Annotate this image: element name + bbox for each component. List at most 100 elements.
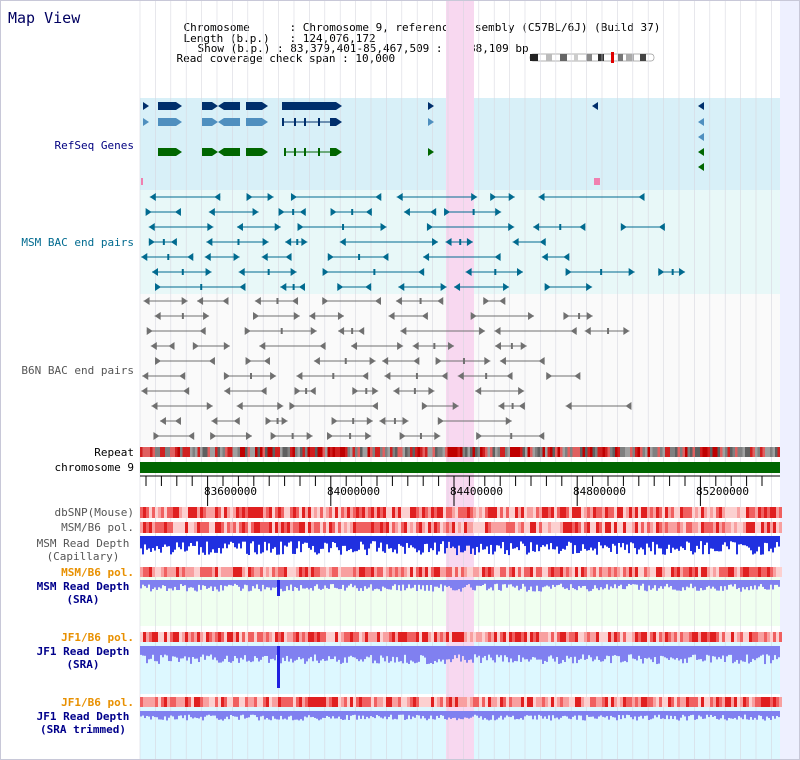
polymorphism-segment bbox=[641, 697, 644, 707]
read-depth-bar bbox=[560, 711, 562, 718]
repeat-segment bbox=[595, 447, 598, 457]
repeat-segment bbox=[550, 447, 553, 457]
repeat-segment bbox=[625, 447, 628, 457]
polymorphism-segment bbox=[770, 507, 773, 518]
read-depth-bar bbox=[488, 536, 490, 554]
read-depth-bar bbox=[362, 536, 364, 545]
read-depth-bar bbox=[430, 536, 432, 549]
msm-bac-end-pairs-label[interactable]: MSM BAC end pairs bbox=[21, 236, 134, 249]
polymorphism-segment bbox=[302, 697, 305, 707]
polymorphism-segment bbox=[173, 522, 176, 533]
bac-end-marker bbox=[155, 283, 162, 291]
read-depth-bar bbox=[254, 711, 256, 716]
read-depth-bar bbox=[570, 580, 572, 585]
repeat-segment bbox=[445, 447, 448, 457]
repeat-segment bbox=[380, 447, 383, 457]
read-depth-bar bbox=[188, 580, 190, 588]
msm-read-depth-capillary-label[interactable]: MSM Read Depth (Capillary) bbox=[30, 537, 136, 563]
read-depth-bar bbox=[180, 580, 182, 585]
msm-read-depth-sra-label[interactable]: MSM Read Depth (SRA) bbox=[30, 580, 136, 606]
read-depth-bar bbox=[224, 536, 226, 544]
repeat-segment bbox=[517, 447, 520, 457]
jf1-b6-pol-trimmed-label[interactable]: JF1/B6 pol. bbox=[61, 696, 134, 709]
polymorphism-segment bbox=[404, 567, 407, 577]
bac-end-marker bbox=[432, 238, 439, 246]
gene-exon bbox=[224, 148, 240, 156]
repeat-segment bbox=[647, 447, 650, 457]
msm-b6-pol-label[interactable]: MSM/B6 pol. bbox=[61, 521, 134, 534]
read-depth-bar bbox=[474, 580, 476, 591]
read-depth-bar bbox=[666, 711, 668, 716]
polymorphism-segment bbox=[509, 507, 512, 518]
polymorphism-segment bbox=[191, 507, 194, 518]
read-depth-bar bbox=[450, 711, 452, 719]
read-depth-bar bbox=[574, 646, 576, 657]
read-depth-bar bbox=[290, 646, 292, 659]
msm-b6-pol-sra-label[interactable]: MSM/B6 pol. bbox=[61, 566, 134, 579]
read-depth-bar bbox=[186, 646, 188, 661]
polymorphism-segment bbox=[749, 507, 752, 518]
polymorphism-segment bbox=[359, 697, 362, 707]
read-depth-bar bbox=[320, 580, 322, 590]
dbsnp-label[interactable]: dbSNP(Mouse) bbox=[54, 506, 134, 519]
read-depth-bar bbox=[190, 646, 192, 664]
read-depth-bar bbox=[372, 646, 374, 664]
polymorphism-segment bbox=[269, 697, 272, 707]
read-depth-bar bbox=[426, 536, 428, 544]
b6n-bac-end-pairs-label[interactable]: B6N BAC end pairs bbox=[21, 364, 134, 377]
bac-end-marker bbox=[145, 208, 152, 216]
refseq-genes-label[interactable]: RefSeq Genes bbox=[54, 139, 134, 152]
chromosome-label[interactable]: chromosome 9 bbox=[54, 461, 134, 474]
repeat-segment bbox=[152, 447, 155, 457]
polymorphism-segment bbox=[281, 507, 284, 518]
polymorphism-segment bbox=[311, 522, 314, 533]
repeat-segment bbox=[772, 447, 775, 457]
read-depth-bar bbox=[684, 536, 686, 550]
repeat-segment bbox=[395, 447, 398, 457]
jf1-read-depth-trimmed-label[interactable]: JF1 Read Depth (SRA trimmed) bbox=[30, 710, 136, 736]
repeat-segment bbox=[565, 447, 568, 457]
polymorphism-segment bbox=[266, 697, 269, 707]
polymorphism-segment bbox=[479, 522, 482, 533]
read-depth-bar bbox=[740, 646, 742, 661]
read-depth-bar bbox=[688, 580, 690, 588]
chromosome-ideogram[interactable] bbox=[528, 52, 658, 64]
read-depth-bar bbox=[406, 646, 408, 663]
read-depth-bar bbox=[338, 646, 340, 660]
polymorphism-segment bbox=[725, 567, 728, 577]
repeat-segment bbox=[522, 447, 525, 457]
polymorphism-segment bbox=[206, 507, 209, 518]
polymorphism-segment bbox=[737, 522, 740, 533]
polymorphism-segment bbox=[170, 507, 173, 518]
bac-end-marker bbox=[628, 268, 635, 276]
jf1-read-depth-sra-label[interactable]: JF1 Read Depth (SRA) bbox=[30, 645, 136, 671]
read-depth-bar bbox=[612, 711, 614, 718]
polymorphism-segment bbox=[668, 697, 671, 707]
read-depth-bar bbox=[162, 711, 164, 720]
read-depth-bar bbox=[646, 536, 648, 544]
read-depth-bar bbox=[400, 536, 402, 546]
read-depth-bar bbox=[196, 580, 198, 592]
read-depth-bar bbox=[146, 646, 148, 664]
read-depth-bar bbox=[714, 711, 716, 717]
polymorphism-segment bbox=[587, 507, 590, 518]
read-depth-bar bbox=[372, 536, 374, 542]
polymorphism-segment bbox=[314, 567, 317, 577]
read-depth-bar bbox=[236, 711, 238, 717]
read-depth-bar bbox=[200, 646, 202, 657]
read-depth-bar bbox=[482, 580, 484, 585]
repeat-label[interactable]: Repeat bbox=[94, 446, 134, 459]
read-depth-bar bbox=[582, 580, 584, 587]
repeat-segment bbox=[290, 447, 293, 457]
read-depth-bar bbox=[342, 646, 344, 663]
polymorphism-segment bbox=[779, 522, 782, 533]
jf1-b6-pol-label[interactable]: JF1/B6 pol. bbox=[61, 631, 134, 644]
read-depth-bar bbox=[568, 536, 570, 542]
read-depth-bar bbox=[622, 646, 624, 662]
gene-strand-arrow bbox=[212, 118, 218, 126]
read-depth-bar bbox=[352, 580, 354, 588]
polymorphism-segment bbox=[425, 522, 428, 533]
read-depth-bar bbox=[380, 646, 382, 656]
polymorphism-segment bbox=[308, 567, 311, 577]
